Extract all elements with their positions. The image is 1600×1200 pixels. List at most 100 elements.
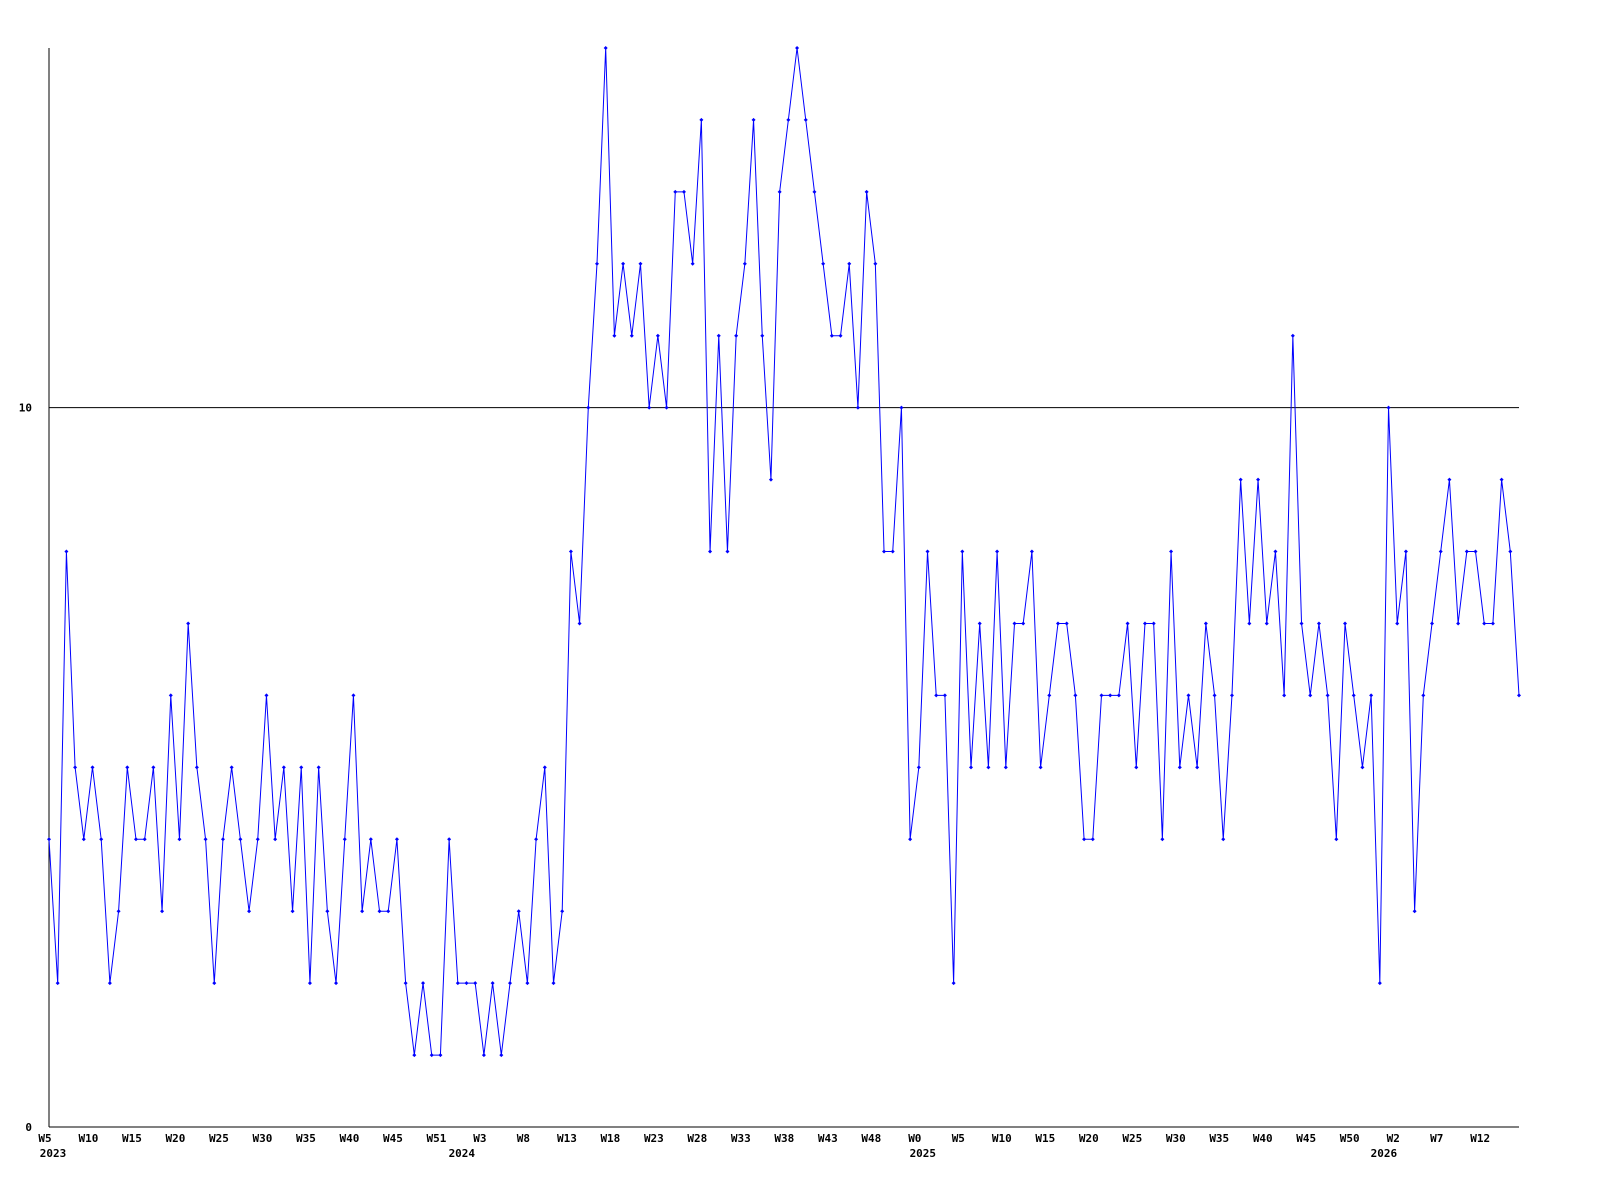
point xyxy=(203,837,208,842)
point xyxy=(655,333,660,338)
point xyxy=(447,837,452,842)
point xyxy=(360,909,365,914)
point xyxy=(1160,837,1165,842)
point xyxy=(1499,477,1504,482)
point xyxy=(455,981,460,986)
point xyxy=(438,1053,443,1058)
point xyxy=(551,981,556,986)
x-tick-label: W30 xyxy=(253,1132,273,1145)
point xyxy=(603,46,608,50)
point xyxy=(612,333,617,338)
point xyxy=(560,909,565,914)
point xyxy=(838,333,843,338)
point xyxy=(542,765,547,770)
point xyxy=(1021,621,1026,626)
point xyxy=(1055,621,1060,626)
point xyxy=(508,981,513,986)
point xyxy=(1403,549,1408,554)
point xyxy=(64,549,69,554)
x-tick-label: W45 xyxy=(1296,1132,1316,1145)
point xyxy=(934,693,939,698)
point xyxy=(1386,405,1391,410)
point xyxy=(690,261,695,266)
point xyxy=(734,333,739,338)
point xyxy=(1195,765,1200,770)
point xyxy=(429,1053,434,1058)
point xyxy=(1316,621,1321,626)
point xyxy=(829,333,834,338)
point xyxy=(629,333,634,338)
point xyxy=(1264,621,1269,626)
line xyxy=(48,47,1520,1056)
point xyxy=(81,837,86,842)
point xyxy=(960,549,965,554)
point xyxy=(638,261,643,266)
x-tick-label: W45 xyxy=(383,1132,403,1145)
point xyxy=(212,981,217,986)
point xyxy=(1169,549,1174,554)
x-tick-label: W3 xyxy=(473,1132,486,1145)
point xyxy=(1256,477,1261,482)
point xyxy=(151,765,156,770)
point xyxy=(916,765,921,770)
point xyxy=(107,981,112,986)
point xyxy=(986,765,991,770)
point xyxy=(803,117,808,122)
point xyxy=(1134,765,1139,770)
x-tick-label: W13 xyxy=(557,1132,577,1145)
point xyxy=(229,765,234,770)
point xyxy=(568,549,573,554)
point xyxy=(1490,621,1495,626)
point xyxy=(116,909,121,914)
point xyxy=(1273,549,1278,554)
point xyxy=(1108,693,1113,698)
y-tick-label: 10 xyxy=(19,402,32,415)
point xyxy=(281,765,286,770)
point xyxy=(273,837,278,842)
x-tick-label: W0 xyxy=(908,1132,921,1145)
point xyxy=(942,693,947,698)
point xyxy=(186,621,191,626)
point xyxy=(621,261,626,266)
point xyxy=(1351,693,1356,698)
point xyxy=(795,46,800,50)
point xyxy=(647,405,652,410)
point xyxy=(1012,621,1017,626)
point xyxy=(1186,693,1191,698)
point xyxy=(499,1053,504,1058)
x-tick-label: W10 xyxy=(992,1132,1012,1145)
point xyxy=(1421,693,1426,698)
point xyxy=(664,405,669,410)
point xyxy=(1099,693,1104,698)
x-tick-label: W35 xyxy=(1209,1132,1229,1145)
point xyxy=(821,261,826,266)
x-tick-label: W20 xyxy=(1079,1132,1099,1145)
point xyxy=(1430,621,1435,626)
x-tick-label: W51 xyxy=(426,1132,446,1145)
point xyxy=(490,981,495,986)
point xyxy=(1438,549,1443,554)
point xyxy=(177,837,182,842)
point xyxy=(307,981,312,986)
point xyxy=(1299,621,1304,626)
point xyxy=(777,189,782,194)
point xyxy=(708,549,713,554)
point xyxy=(1377,981,1382,986)
point xyxy=(160,909,165,914)
x-tick-label: W20 xyxy=(166,1132,186,1145)
year-label: 2023 xyxy=(40,1147,67,1160)
point xyxy=(847,261,852,266)
x-tick-label: W8 xyxy=(517,1132,530,1145)
point xyxy=(1447,477,1452,482)
point xyxy=(1038,765,1043,770)
point xyxy=(1047,693,1052,698)
point xyxy=(316,765,321,770)
year-label: 2025 xyxy=(910,1147,937,1160)
x-tick-label: W48 xyxy=(861,1132,881,1145)
x-tick-label: W23 xyxy=(644,1132,664,1145)
point xyxy=(194,765,199,770)
x-tick-label: W25 xyxy=(209,1132,229,1145)
point xyxy=(1456,621,1461,626)
point xyxy=(594,261,599,266)
x-tick-label: W5 xyxy=(38,1132,51,1145)
